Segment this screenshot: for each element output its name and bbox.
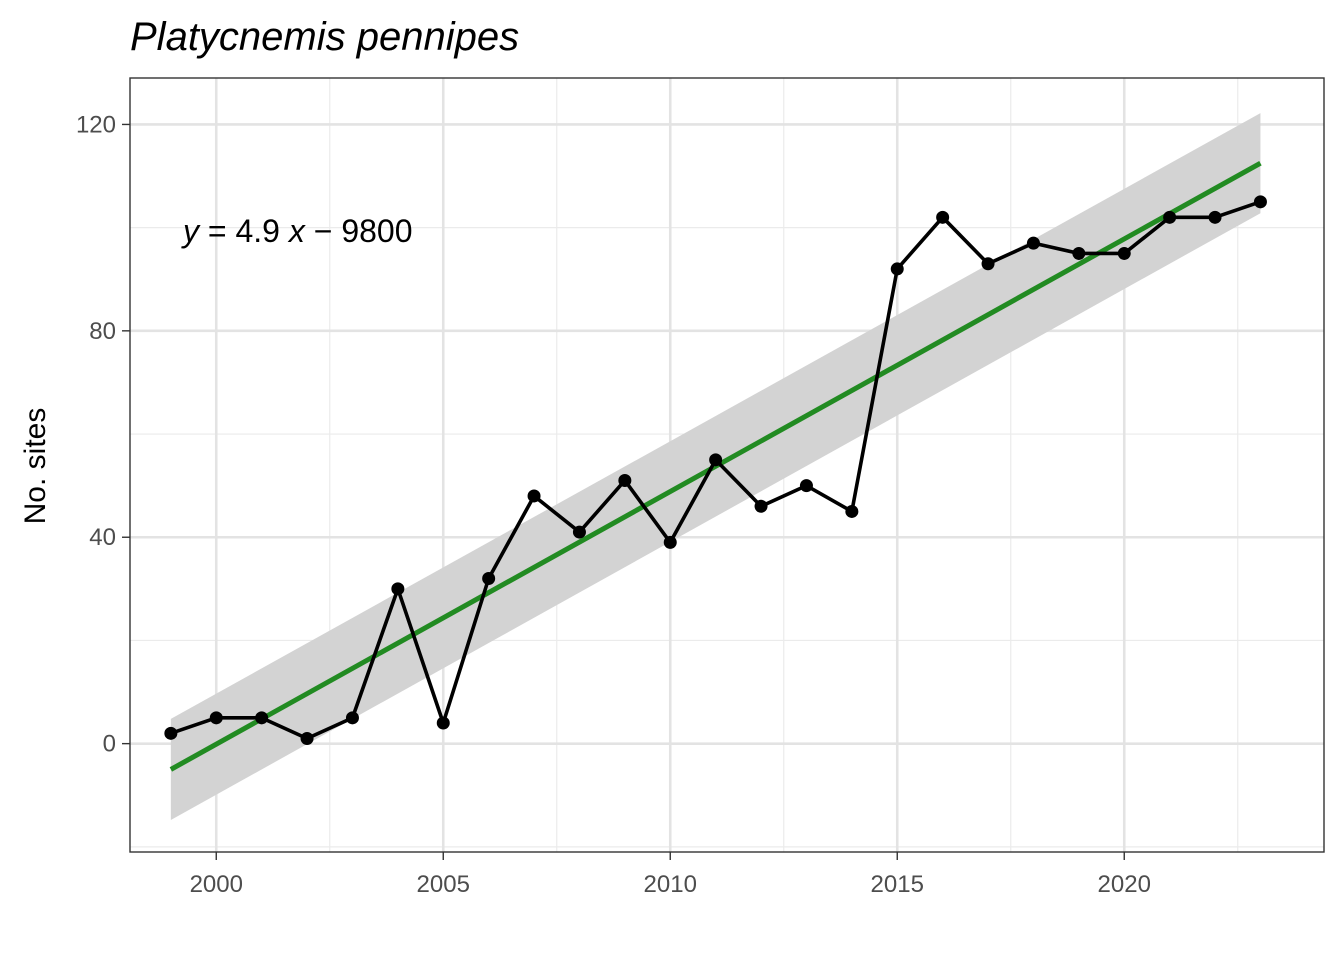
data-point bbox=[527, 489, 541, 503]
data-point bbox=[1072, 246, 1086, 260]
plot-panel-border bbox=[129, 77, 1325, 853]
data-point bbox=[981, 257, 995, 271]
data-point bbox=[436, 716, 450, 730]
data-point bbox=[1208, 210, 1222, 224]
y-tick-label: 0 bbox=[103, 731, 116, 758]
regression-equation: y = 4.9 x − 9800 bbox=[181, 213, 413, 249]
data-point bbox=[1253, 195, 1267, 209]
x-tick-label: 2010 bbox=[644, 871, 697, 898]
data-point bbox=[164, 726, 178, 740]
y-tick-label: 80 bbox=[89, 318, 116, 345]
data-point bbox=[618, 473, 632, 487]
y-tick-label: 40 bbox=[89, 524, 116, 551]
data-point bbox=[936, 210, 950, 224]
data-point bbox=[1117, 246, 1131, 260]
series-layer bbox=[164, 195, 1267, 745]
data-point bbox=[482, 572, 496, 586]
data-point bbox=[209, 711, 223, 725]
data-point bbox=[890, 262, 904, 276]
data-point bbox=[300, 731, 314, 745]
data-point bbox=[754, 499, 768, 513]
data-point bbox=[709, 453, 723, 467]
data-point bbox=[845, 504, 859, 518]
x-axis: 2000 2005 2010 2015 2020 bbox=[190, 852, 1151, 898]
y-axis-title: No. sites bbox=[19, 408, 52, 525]
data-point bbox=[345, 711, 359, 725]
equation-intercept: − 9800 bbox=[305, 213, 413, 249]
x-tick-label: 2020 bbox=[1098, 871, 1151, 898]
x-tick-label: 2000 bbox=[190, 871, 243, 898]
chart-title: Platycnemis pennipes bbox=[130, 15, 519, 59]
equation-variable: x bbox=[287, 213, 306, 249]
equation-coefficient: = 4.9 bbox=[199, 213, 289, 249]
data-point bbox=[255, 711, 269, 725]
grid bbox=[130, 78, 1324, 852]
data-point bbox=[391, 582, 405, 596]
x-tick-label: 2015 bbox=[871, 871, 924, 898]
data-point bbox=[1026, 236, 1040, 250]
data-point bbox=[663, 535, 677, 549]
y-axis: 0 40 80 120 bbox=[76, 111, 130, 758]
equation-lhs: y bbox=[181, 213, 201, 249]
data-point bbox=[1163, 210, 1177, 224]
x-tick-label: 2005 bbox=[417, 871, 470, 898]
data-point bbox=[572, 525, 586, 539]
data-point bbox=[799, 479, 813, 493]
y-tick-label: 120 bbox=[76, 111, 116, 138]
